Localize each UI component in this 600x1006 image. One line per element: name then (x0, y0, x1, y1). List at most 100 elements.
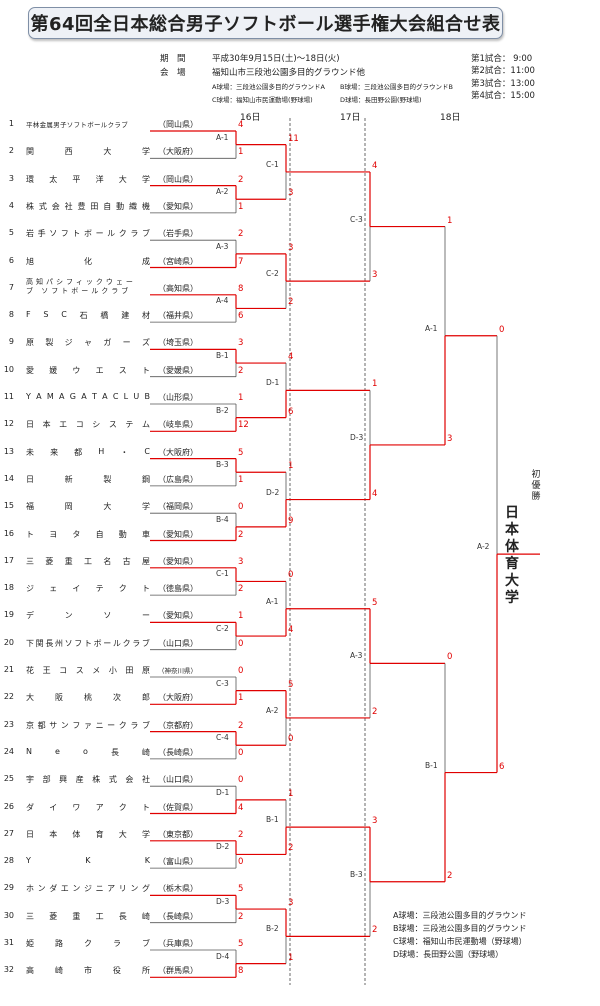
team-name: トヨタ自動車 (26, 529, 150, 539)
day-16: 16日 (240, 113, 261, 123)
score-bottom: 2 (372, 706, 378, 717)
team-prefecture: （山口県） (158, 638, 198, 648)
score-top: 1 (288, 788, 294, 799)
team-prefecture: （岡山県） (158, 120, 198, 129)
period-label: 期 間 (160, 54, 186, 64)
team-row: 28 Y K K （富山県） (0, 856, 236, 870)
score-bottom: 1 (238, 147, 244, 158)
score-bottom: 4 (372, 488, 378, 499)
team-prefecture: （愛知県） (158, 611, 198, 621)
match-label: D-3 (216, 897, 230, 907)
team-row: 5 岩手ソフトボールクラブ （岩手県） (0, 228, 236, 242)
score-top: 5 (238, 884, 244, 895)
score-bottom: 7 (238, 256, 244, 267)
score-bottom: 3 (288, 188, 294, 199)
match-label: A-3 (350, 651, 363, 661)
team-name: 環太平洋大学 (26, 174, 150, 184)
score-top: 0 (238, 775, 244, 786)
team-name: 旭化成 (26, 256, 150, 266)
team-row: 31 姫路クラブ （兵庫県） (0, 938, 236, 952)
schedule-2: 第2試合：11:00 (471, 66, 535, 76)
score-top: 1 (288, 461, 294, 472)
score-top: 1 (238, 611, 244, 622)
team-row: 19 デンソー （愛知県） (0, 610, 236, 624)
team-name: ダイワアクト (26, 802, 150, 812)
team-prefecture: （宮崎県） (158, 256, 198, 266)
period-value: 平成30年9月15日(土)〜18日(火) (212, 54, 340, 64)
match-label: A-1 (266, 596, 279, 606)
match-label: D-2 (266, 487, 280, 497)
score-bottom: 6 (499, 761, 505, 772)
legend-b: B球場：三段池公園多目的グラウンド (393, 924, 527, 933)
team-row: 32 高崎市役所 （群馬県） (0, 965, 236, 979)
team-name: 未来都 H ・ C (26, 446, 150, 457)
team-number: 24 (3, 746, 14, 756)
team-prefecture: （神奈川県） (158, 667, 197, 675)
team-number: 12 (3, 419, 14, 429)
team-prefecture: （広島県） (158, 474, 198, 484)
team-prefecture: （栃木県） (158, 884, 198, 894)
team-row: 17 三菱重工名古屋 （愛知県） (0, 556, 236, 570)
team-prefecture: （愛媛県） (158, 365, 198, 375)
match-label: C-4 (216, 733, 229, 743)
match-label: A-1 (425, 323, 438, 333)
score-top: 5 (372, 597, 378, 608)
score-bottom: 2 (447, 870, 453, 881)
team-name: 三菱重工名古屋 (26, 556, 150, 566)
score-bottom: 8 (238, 966, 244, 977)
legend-c: C球場：福知山市民運動場（野球場） (393, 937, 527, 946)
score-bottom: 0 (238, 638, 244, 649)
score-bottom: 2 (288, 297, 294, 308)
team-name: ジェイテクト (26, 584, 150, 594)
match-label: B-3 (216, 460, 229, 470)
match-label: B-4 (216, 514, 229, 524)
team-name: 日新製鋼 (26, 474, 150, 484)
team-number: 26 (3, 801, 14, 811)
match-label: C-1 (216, 569, 229, 579)
score-bottom: 9 (288, 515, 294, 526)
score-top: 0 (238, 502, 244, 513)
team-number: 22 (3, 692, 14, 702)
score-top: 4 (238, 120, 244, 130)
team-name: 下関長州ソフトボールクラブ (26, 638, 150, 648)
team-row: 20 下関長州ソフトボールクラブ （山口県） (0, 638, 236, 652)
team-prefecture: （福岡県） (158, 502, 198, 512)
team-number: 11 (3, 392, 14, 401)
team-number: 8 (8, 310, 14, 320)
score-bottom: 0 (288, 734, 294, 745)
team-prefecture: （徳島県） (158, 584, 198, 594)
team-name: 日本エコシステム (26, 420, 150, 430)
team-prefecture: （京都府） (158, 720, 198, 730)
team-number: 13 (3, 446, 14, 456)
match-label: C-2 (216, 624, 229, 634)
team-number: 23 (3, 719, 14, 729)
score-top: 2 (238, 720, 244, 731)
team-row: 16 トヨタ自動車 （愛知県） (0, 529, 236, 543)
match-label: C-3 (350, 214, 363, 224)
score-top: 5 (288, 679, 294, 690)
score-bottom: 2 (372, 925, 378, 936)
score-bottom: 4 (288, 625, 294, 636)
score-bottom: 2 (238, 529, 244, 540)
team-row: 27 日本体育大学 （東京都） (0, 829, 236, 843)
team-name: 高知パシフィックウェーブ ソフトボールクラブ (26, 277, 136, 295)
score-top: 0 (499, 324, 505, 335)
team-row: 14 日新製鋼 （広島県） (0, 474, 236, 488)
team-prefecture: （東京都） (158, 829, 198, 839)
score-top: 3 (288, 898, 294, 909)
score-bottom: 1 (238, 201, 244, 212)
team-name: 原製ジャガーズ (26, 338, 150, 348)
team-number: 31 (3, 938, 14, 947)
team-prefecture: （愛知県） (158, 201, 198, 211)
team-prefecture: （富山県） (158, 857, 198, 867)
score-bottom: 3 (372, 270, 378, 281)
match-label: B-2 (266, 924, 279, 934)
match-label: B-1 (425, 760, 438, 770)
match-label: C-3 (216, 678, 229, 688)
score-bottom: 6 (288, 406, 294, 417)
score-top: 2 (238, 229, 244, 240)
match-label: D-3 (350, 432, 364, 442)
team-row: 7 高知パシフィックウェーブ ソフトボールクラブ （高知県） (0, 278, 236, 297)
